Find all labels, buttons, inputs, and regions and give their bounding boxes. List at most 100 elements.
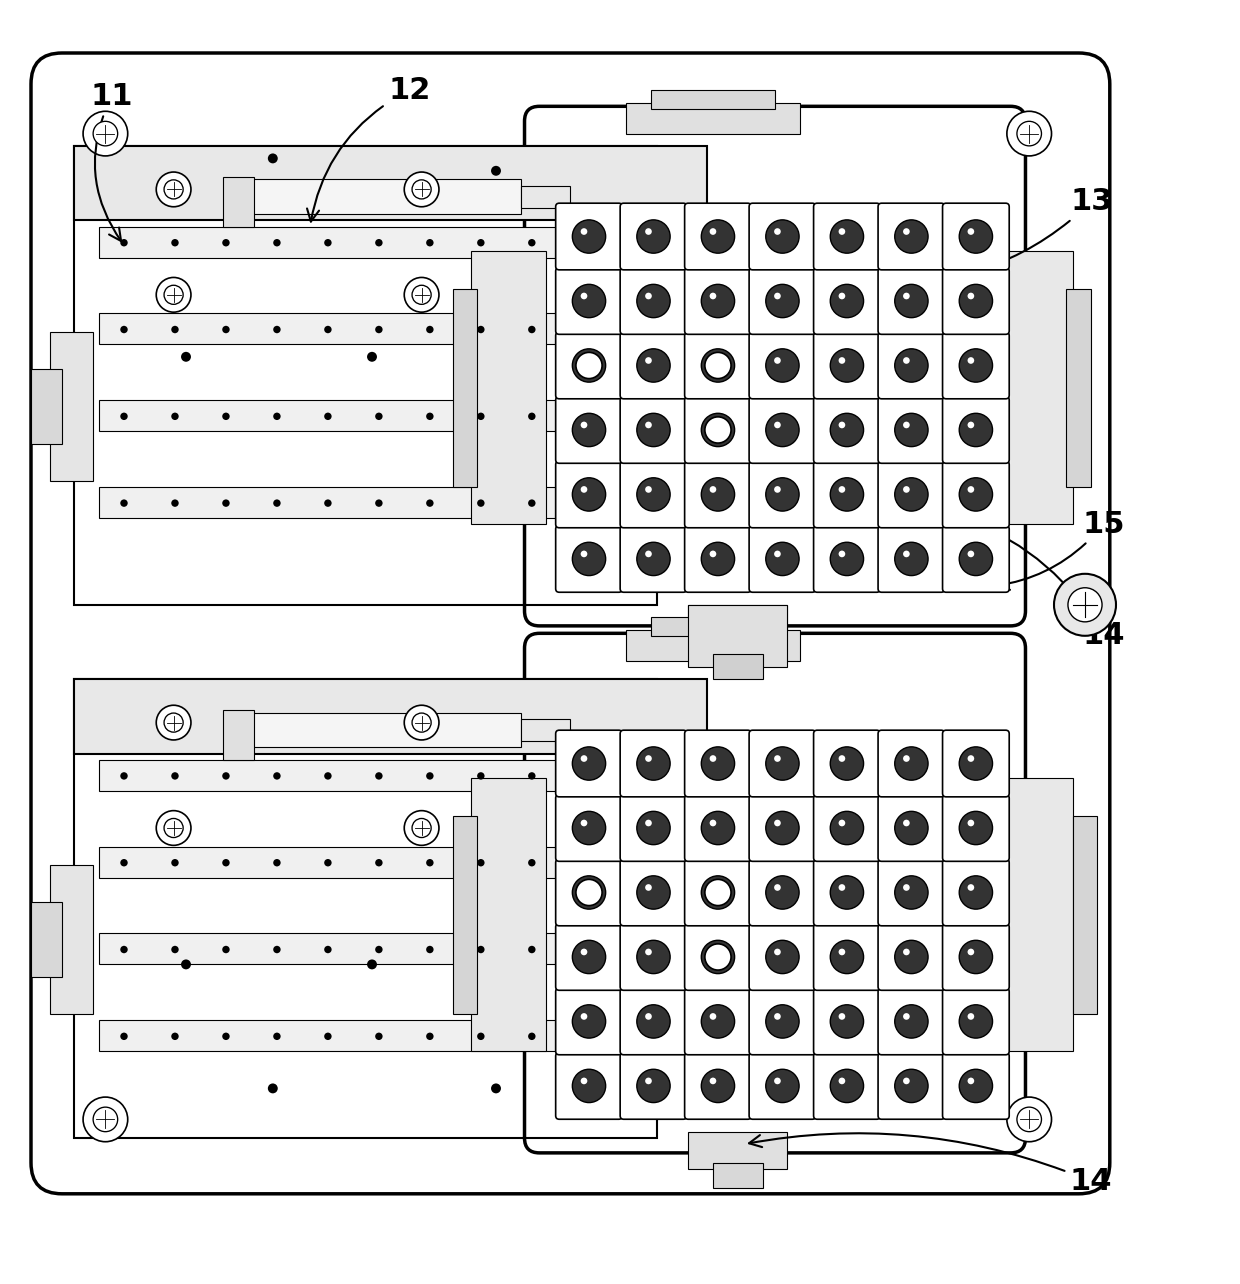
Circle shape: [774, 229, 781, 235]
Circle shape: [645, 1077, 652, 1084]
Circle shape: [895, 349, 928, 383]
Circle shape: [579, 859, 587, 867]
Circle shape: [838, 949, 846, 955]
Circle shape: [120, 239, 128, 247]
Circle shape: [831, 478, 863, 511]
Circle shape: [222, 412, 229, 420]
Circle shape: [528, 412, 536, 420]
Circle shape: [528, 499, 536, 507]
Circle shape: [838, 293, 846, 299]
Text: 12: 12: [308, 76, 430, 222]
Circle shape: [831, 220, 863, 253]
Bar: [453, 289, 477, 487]
Circle shape: [171, 239, 179, 247]
Circle shape: [83, 112, 128, 155]
Circle shape: [645, 487, 652, 493]
Bar: [99, 933, 632, 964]
FancyBboxPatch shape: [556, 203, 622, 270]
Circle shape: [222, 326, 229, 334]
FancyBboxPatch shape: [620, 795, 687, 862]
Text: 14: 14: [749, 1134, 1112, 1195]
Circle shape: [637, 747, 670, 781]
Circle shape: [967, 293, 975, 299]
Circle shape: [903, 1077, 910, 1084]
Circle shape: [774, 755, 781, 761]
Bar: [521, 719, 570, 741]
Circle shape: [404, 810, 439, 845]
Bar: [713, 636, 763, 660]
FancyBboxPatch shape: [556, 525, 622, 592]
Circle shape: [222, 859, 229, 867]
Circle shape: [831, 940, 863, 973]
Circle shape: [477, 326, 485, 334]
Circle shape: [967, 949, 975, 955]
Circle shape: [222, 946, 229, 953]
Circle shape: [573, 876, 605, 909]
FancyBboxPatch shape: [749, 731, 816, 797]
Circle shape: [766, 876, 799, 909]
Circle shape: [831, 413, 863, 447]
Bar: [99, 487, 632, 517]
FancyBboxPatch shape: [813, 989, 880, 1054]
Circle shape: [1017, 1107, 1042, 1131]
Circle shape: [222, 239, 229, 247]
Circle shape: [774, 1077, 781, 1084]
Circle shape: [838, 487, 846, 493]
Circle shape: [645, 357, 652, 363]
Circle shape: [709, 819, 717, 827]
Circle shape: [960, 284, 992, 317]
FancyBboxPatch shape: [878, 859, 945, 926]
Circle shape: [637, 876, 670, 909]
Circle shape: [575, 880, 603, 905]
FancyBboxPatch shape: [878, 1053, 945, 1120]
Circle shape: [491, 166, 501, 176]
Circle shape: [324, 946, 331, 953]
FancyBboxPatch shape: [878, 795, 945, 862]
FancyBboxPatch shape: [878, 525, 945, 592]
Circle shape: [573, 1070, 605, 1103]
Circle shape: [120, 412, 128, 420]
FancyBboxPatch shape: [556, 859, 622, 926]
Circle shape: [774, 421, 781, 429]
Circle shape: [704, 417, 732, 443]
Bar: [99, 313, 632, 344]
Circle shape: [903, 949, 910, 955]
Circle shape: [579, 1032, 587, 1040]
Circle shape: [580, 551, 588, 557]
FancyBboxPatch shape: [684, 203, 751, 270]
FancyBboxPatch shape: [878, 267, 945, 334]
Circle shape: [528, 772, 536, 779]
Circle shape: [645, 293, 652, 299]
Circle shape: [903, 357, 910, 363]
Circle shape: [709, 357, 717, 363]
Bar: [651, 90, 775, 109]
Circle shape: [404, 705, 439, 740]
Circle shape: [412, 285, 432, 304]
Circle shape: [477, 946, 485, 953]
Circle shape: [579, 946, 587, 953]
Circle shape: [709, 885, 717, 891]
Bar: [651, 618, 775, 636]
Bar: [74, 679, 707, 754]
Circle shape: [967, 755, 975, 761]
Circle shape: [222, 1032, 229, 1040]
Circle shape: [181, 352, 191, 362]
Circle shape: [580, 819, 588, 827]
Circle shape: [903, 1013, 910, 1019]
Circle shape: [774, 293, 781, 299]
FancyBboxPatch shape: [878, 397, 945, 464]
FancyBboxPatch shape: [942, 397, 1009, 464]
FancyBboxPatch shape: [684, 461, 751, 528]
Circle shape: [645, 229, 652, 235]
Circle shape: [120, 946, 128, 953]
FancyBboxPatch shape: [813, 923, 880, 990]
Circle shape: [766, 811, 799, 845]
FancyBboxPatch shape: [684, 859, 751, 926]
FancyBboxPatch shape: [749, 333, 816, 399]
Circle shape: [702, 413, 734, 447]
Circle shape: [376, 499, 383, 507]
Circle shape: [579, 326, 587, 334]
Circle shape: [704, 880, 732, 905]
Circle shape: [702, 478, 734, 511]
Circle shape: [427, 499, 434, 507]
